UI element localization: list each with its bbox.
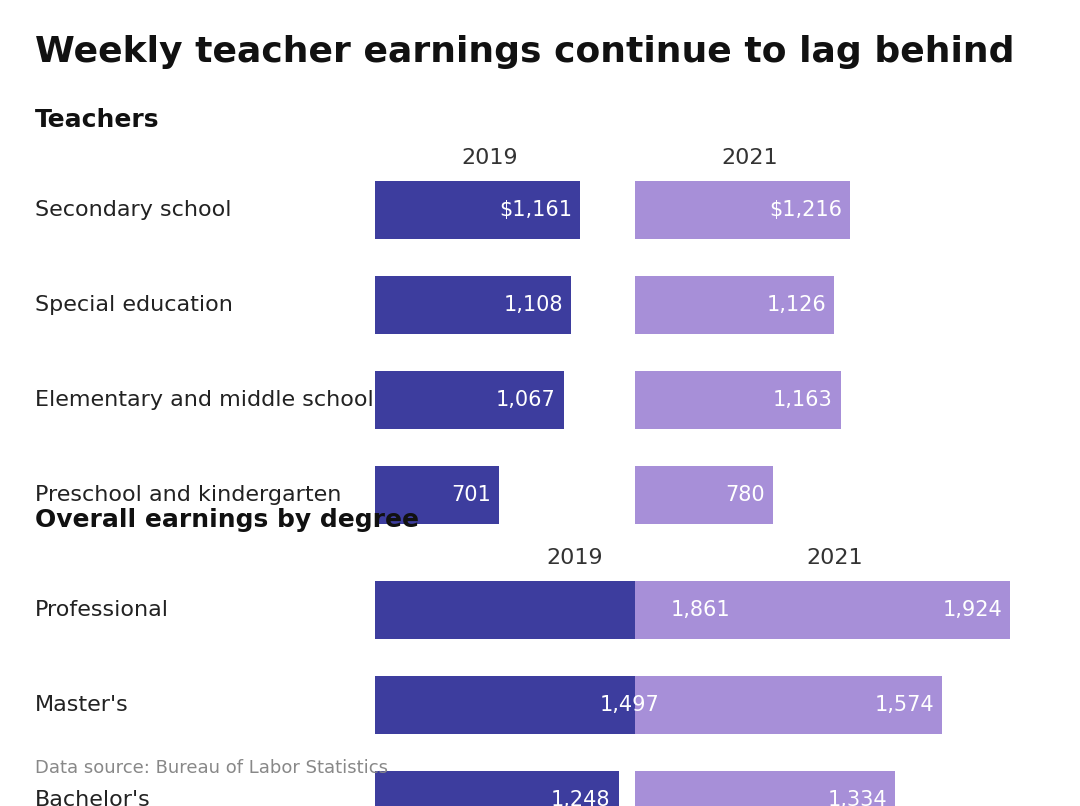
Text: $1,216: $1,216 bbox=[769, 200, 842, 220]
Text: 2021: 2021 bbox=[807, 548, 863, 568]
Bar bbox=[375, 581, 738, 639]
Text: 2019: 2019 bbox=[546, 548, 604, 568]
Text: Preschool and kindergarten: Preschool and kindergarten bbox=[35, 485, 341, 505]
Bar bbox=[635, 676, 942, 734]
Bar bbox=[375, 181, 580, 239]
Bar bbox=[635, 181, 850, 239]
Text: Professional: Professional bbox=[35, 600, 168, 620]
Bar bbox=[375, 466, 499, 524]
Text: Teachers: Teachers bbox=[35, 108, 160, 132]
Text: Bachelor's: Bachelor's bbox=[35, 790, 151, 806]
Text: Weekly teacher earnings continue to lag behind: Weekly teacher earnings continue to lag … bbox=[35, 35, 1014, 69]
Text: Special education: Special education bbox=[35, 295, 233, 315]
Text: Secondary school: Secondary school bbox=[35, 200, 231, 220]
Text: Data source: Bureau of Labor Statistics: Data source: Bureau of Labor Statistics bbox=[35, 759, 388, 777]
Bar bbox=[375, 676, 667, 734]
Text: 780: 780 bbox=[726, 485, 765, 505]
Bar bbox=[375, 276, 571, 334]
Text: 1,067: 1,067 bbox=[496, 390, 556, 410]
Text: 1,334: 1,334 bbox=[827, 790, 888, 806]
Text: $1,161: $1,161 bbox=[499, 200, 572, 220]
Bar bbox=[635, 276, 834, 334]
Text: 701: 701 bbox=[451, 485, 491, 505]
Text: 1,163: 1,163 bbox=[773, 390, 833, 410]
Text: 1,497: 1,497 bbox=[599, 695, 659, 715]
Bar bbox=[635, 371, 840, 429]
Text: 1,108: 1,108 bbox=[503, 295, 563, 315]
Text: 1,248: 1,248 bbox=[551, 790, 610, 806]
Bar bbox=[635, 771, 895, 806]
Bar bbox=[375, 771, 619, 806]
Text: 2021: 2021 bbox=[721, 148, 779, 168]
Text: 2019: 2019 bbox=[461, 148, 518, 168]
Bar bbox=[375, 371, 564, 429]
Bar bbox=[635, 466, 773, 524]
Text: Elementary and middle school: Elementary and middle school bbox=[35, 390, 374, 410]
Text: 1,574: 1,574 bbox=[875, 695, 934, 715]
Bar bbox=[635, 581, 1011, 639]
Text: 1,924: 1,924 bbox=[943, 600, 1002, 620]
Text: Master's: Master's bbox=[35, 695, 129, 715]
Text: Overall earnings by degree: Overall earnings by degree bbox=[35, 508, 419, 532]
Text: 1,126: 1,126 bbox=[767, 295, 826, 315]
Text: 1,861: 1,861 bbox=[671, 600, 730, 620]
